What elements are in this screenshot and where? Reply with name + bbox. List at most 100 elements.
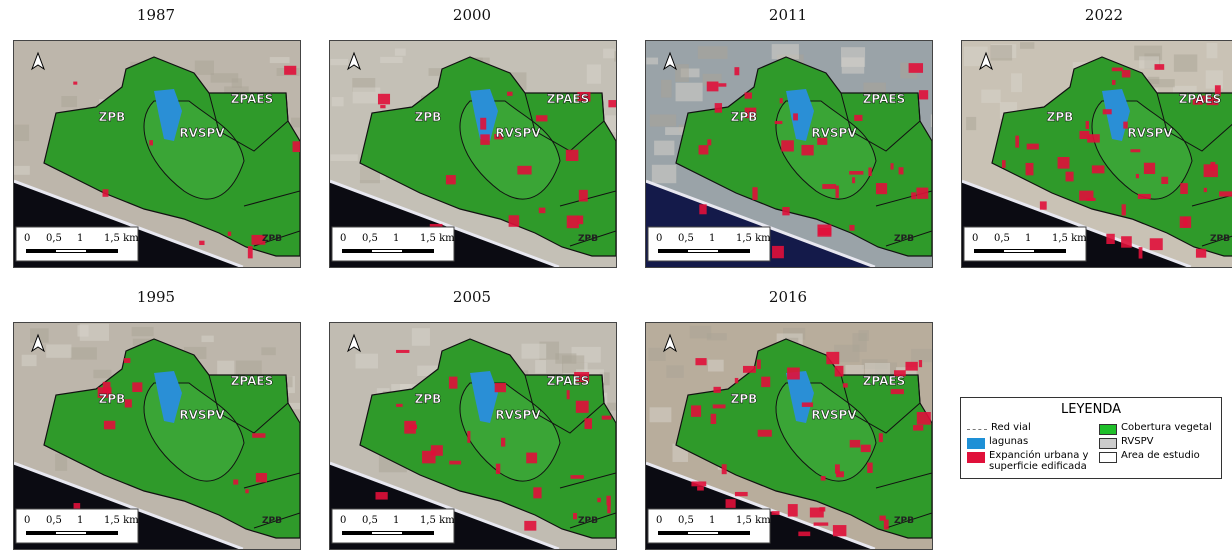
urban-patch [1149, 238, 1163, 251]
scale-label: 0 [656, 233, 662, 244]
lagoon [470, 371, 498, 423]
shore [646, 179, 876, 267]
urban-patch [691, 405, 702, 417]
zone-label: ZPAES [863, 374, 906, 388]
urban-patch [1137, 193, 1151, 199]
urban-patch [883, 519, 889, 530]
urban-patch [698, 145, 709, 155]
texture [330, 58, 349, 66]
lagoon [786, 89, 814, 141]
texture [183, 346, 207, 359]
urban-patch [377, 93, 391, 105]
zone-label: ZPB [1210, 234, 1230, 244]
texture [649, 114, 677, 127]
texture [411, 328, 430, 346]
texture [649, 407, 672, 423]
urban-patch [73, 503, 81, 509]
zpaes-boundary [208, 374, 289, 434]
urban-patch [251, 234, 266, 245]
urban-patch [495, 463, 501, 474]
urban-patch [103, 420, 116, 430]
scale-label: 1,5 km [736, 233, 771, 244]
scale-label: 0 [972, 233, 978, 244]
texture [689, 325, 712, 339]
texture [586, 64, 602, 84]
panel-year: 2011 [768, 6, 808, 24]
north-arrow [978, 51, 994, 71]
urban-patch [1025, 162, 1034, 176]
urban-patch [445, 175, 456, 185]
urban-patch [761, 376, 771, 388]
texture [14, 124, 30, 142]
urban-patch [817, 137, 828, 145]
texture [330, 154, 358, 161]
legend-item: Cobertura vegetal [1099, 422, 1212, 435]
urban-patch [1111, 67, 1123, 72]
urban-patch [826, 351, 840, 365]
texture [46, 344, 72, 358]
zone-label: RVSPV [811, 126, 857, 140]
scale-label: 1 [77, 233, 83, 244]
texture [269, 57, 290, 64]
shore [330, 179, 560, 267]
zone-label: ZPB [262, 234, 282, 244]
urban-patch [533, 487, 542, 499]
urban-patch [1214, 85, 1221, 97]
zone-label: ZPB [99, 110, 126, 124]
urban-patch [813, 522, 829, 526]
urban-patch [834, 464, 840, 474]
urban-patch [430, 445, 443, 456]
scale-label: 0,5 [678, 233, 694, 244]
scale-label: 1,5 km [104, 515, 139, 526]
urban-patch [695, 358, 707, 366]
north-arrow [346, 51, 362, 71]
urban-patch [245, 489, 249, 494]
scale-label: 1,5 km [736, 515, 771, 526]
urban-patch [535, 115, 548, 122]
urban-patch [1135, 173, 1139, 179]
texture [680, 68, 700, 78]
lagoon [154, 89, 182, 141]
legend-item: Red vial [967, 422, 1031, 433]
legend-label: lagunas [989, 436, 1029, 447]
urban-patch [566, 390, 570, 400]
urban-patch [849, 224, 855, 231]
scale-label: 1 [77, 515, 83, 526]
urban-patch [517, 165, 532, 175]
texture [930, 114, 932, 128]
texture [194, 60, 214, 75]
shore [962, 179, 1192, 267]
urban-patch [878, 433, 883, 443]
texture [1206, 42, 1218, 59]
texture [603, 48, 615, 59]
urban-patch [781, 140, 794, 152]
swatch-lagoon [967, 438, 985, 449]
urban-patch [396, 349, 410, 353]
urban-patch [227, 231, 232, 237]
texture [834, 344, 860, 363]
urban-patch [608, 100, 616, 108]
urban-patch [247, 246, 253, 259]
urban-patch [97, 387, 112, 398]
scale-box [15, 508, 139, 544]
urban-patch [860, 444, 871, 453]
urban-patch [842, 383, 848, 388]
urban-patch [890, 163, 894, 170]
urban-patch [832, 525, 847, 537]
urban-patch [448, 376, 458, 389]
legend-item: lagunas [967, 436, 1028, 449]
urban-patch [725, 499, 736, 508]
urban-patch [1039, 201, 1047, 210]
urban-patch [607, 504, 611, 514]
urban-patch [908, 63, 924, 73]
zpaes-boundary [1156, 92, 1232, 152]
zone-label: ZPB [262, 516, 282, 526]
urban-patch [1111, 80, 1116, 85]
swatch-road [967, 429, 987, 430]
scale-bar-mid [688, 250, 718, 252]
urban-patch [779, 98, 783, 104]
urban-patch [697, 486, 704, 491]
urban-patch [854, 114, 863, 121]
urban-patch [787, 504, 798, 517]
map-panel: ZPB RVSPV ZPAES ZPB 0 0,5 1 1,5 km [329, 322, 617, 550]
